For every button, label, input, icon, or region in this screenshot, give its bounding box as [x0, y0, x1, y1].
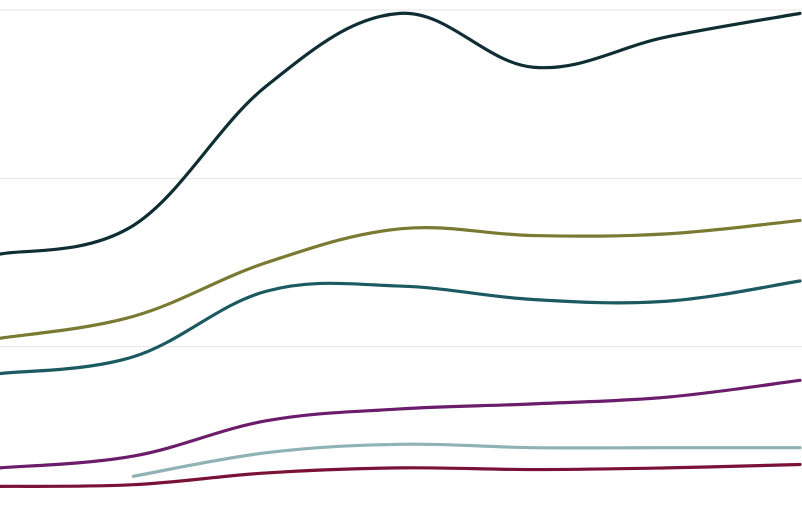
series-line-2 — [0, 279, 802, 376]
series-line-3 — [0, 378, 802, 470]
series-line-5 — [0, 462, 802, 488]
series-layer — [0, 11, 802, 488]
grid-layer — [0, 9, 802, 348]
series-line-0 — [0, 11, 802, 256]
series-line-4 — [131, 442, 802, 478]
series-line-1 — [0, 218, 802, 340]
